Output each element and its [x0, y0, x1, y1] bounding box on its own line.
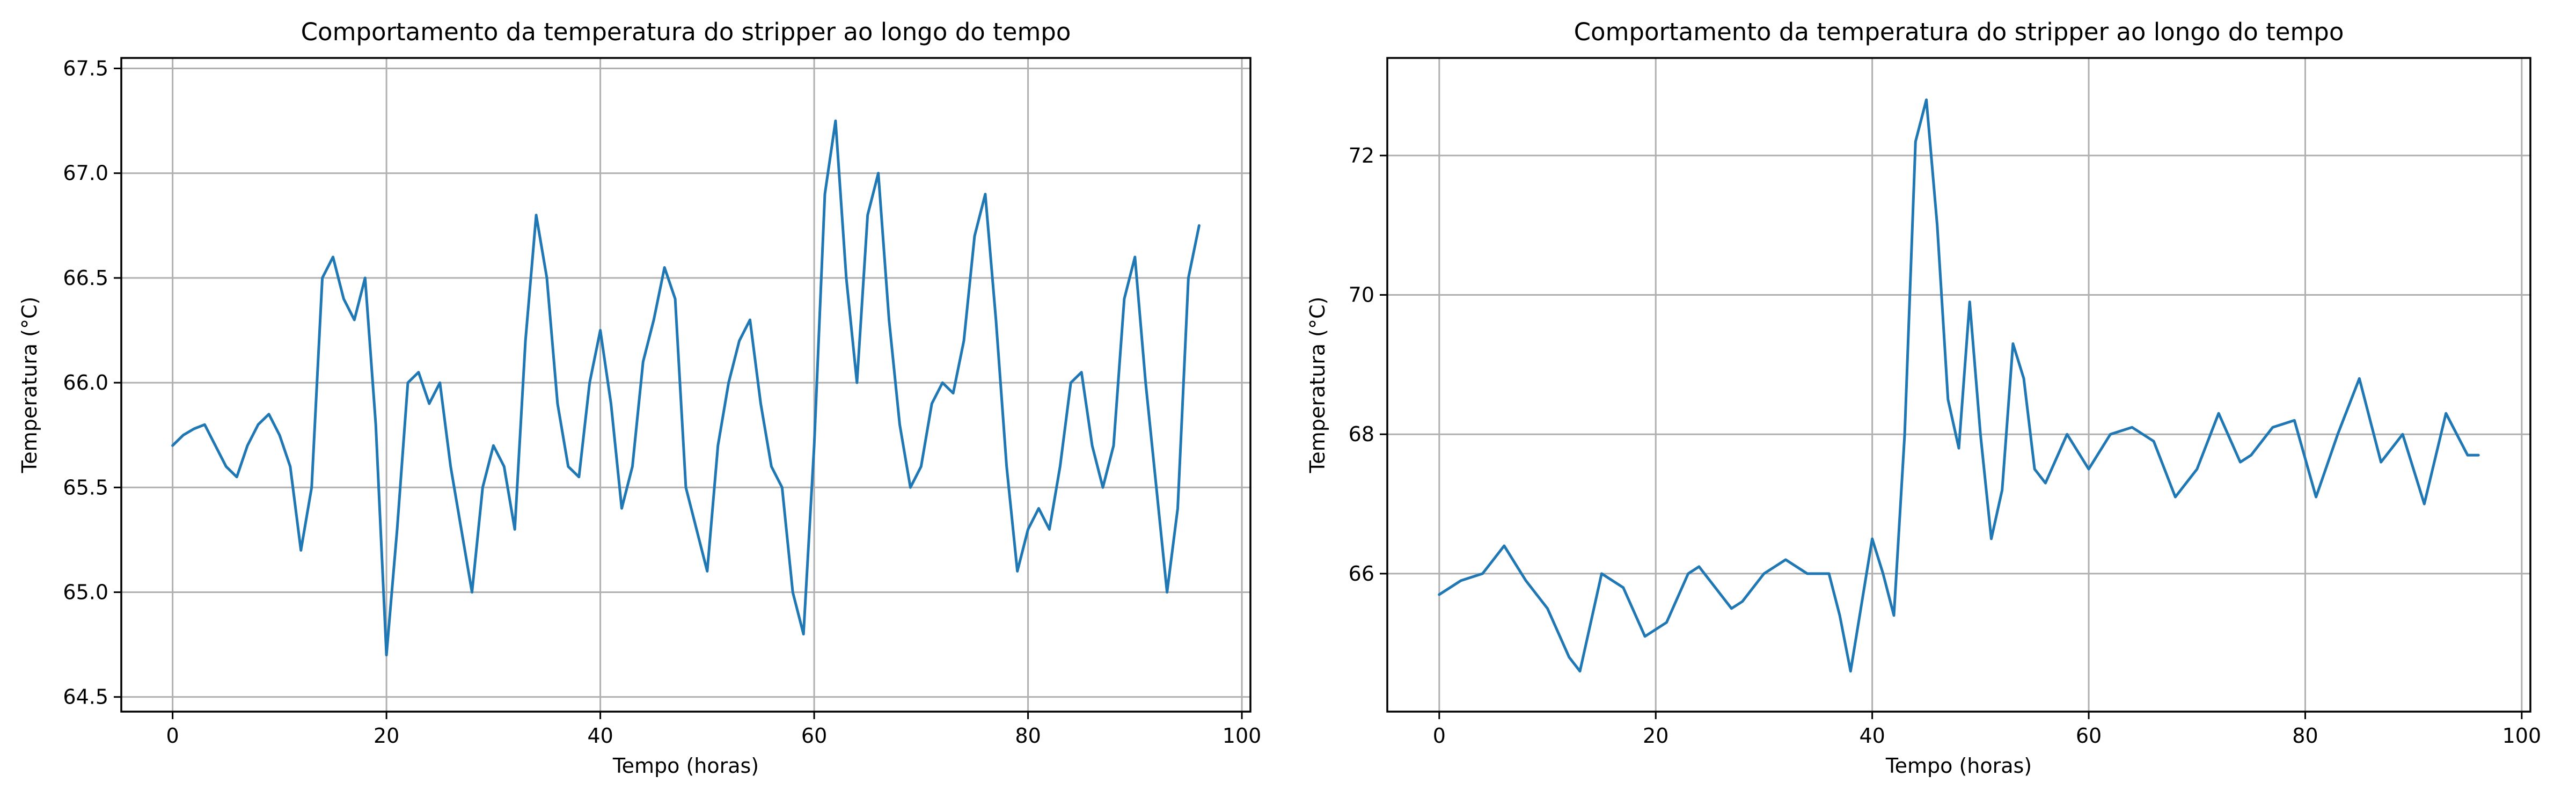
y-axis-label: Temperatura (°C) — [18, 297, 41, 474]
x-tick-label: 40 — [1859, 724, 1885, 748]
x-tick-label: 0 — [166, 724, 179, 748]
y-tick-label: 66 — [1349, 562, 1374, 586]
x-tick-label: 0 — [1433, 724, 1446, 748]
x-tick-label: 80 — [1015, 724, 1041, 748]
y-tick-label: 70 — [1349, 283, 1374, 306]
y-tick-label: 65.5 — [63, 475, 108, 499]
x-tick-label: 40 — [587, 724, 613, 748]
y-tick-label: 68 — [1349, 422, 1374, 446]
plot-frame — [120, 57, 1252, 713]
x-axis-label: Tempo (horas) — [612, 754, 759, 778]
y-tick-label: 65.0 — [63, 580, 108, 604]
y-tick-label: 67.5 — [63, 57, 108, 80]
temperature-line — [171, 119, 1201, 657]
chart-title: Comportamento da temperatura do stripper… — [301, 18, 1071, 46]
temperature-line — [1438, 98, 2480, 673]
chart-left: 0 20 40 60 80 100 64.5 65.0 65.5 66.0 66.5 67.0 67.5… — [18, 18, 1261, 778]
y-tick-label: 67.0 — [63, 162, 108, 185]
grid — [121, 58, 1250, 712]
y-tick-label: 66.5 — [63, 266, 108, 290]
x-tick-label: 100 — [1223, 724, 1262, 748]
x-tick-label: 20 — [1643, 724, 1668, 748]
chart-title: Comportamento da temperatura do stripper… — [1574, 18, 2344, 46]
x-axis-label: Tempo (horas) — [1885, 754, 2032, 778]
x-tick-label: 20 — [374, 724, 399, 748]
chart-right: 0 20 40 60 80 100 66 68 70 72 Comportamento da te… — [1306, 18, 2541, 778]
y-tick-label: 64.5 — [63, 685, 108, 709]
plot-frame — [1386, 57, 2531, 713]
y-tick-label: 72 — [1349, 144, 1374, 167]
ticks: 0 20 40 60 80 100 66 68 70 72 — [1349, 144, 2541, 748]
x-tick-label: 60 — [2076, 724, 2102, 748]
y-axis-label: Temperatura (°C) — [1306, 297, 1329, 474]
ticks: 0 20 40 60 80 100 64.5 65.0 65.5 66.0 66.5 67.0 67.5 — [63, 57, 1261, 748]
y-tick-label: 66.0 — [63, 371, 108, 394]
grid — [1387, 58, 2530, 712]
x-tick-label: 80 — [2292, 724, 2318, 748]
x-tick-label: 100 — [2502, 724, 2542, 748]
x-tick-label: 60 — [801, 724, 827, 748]
